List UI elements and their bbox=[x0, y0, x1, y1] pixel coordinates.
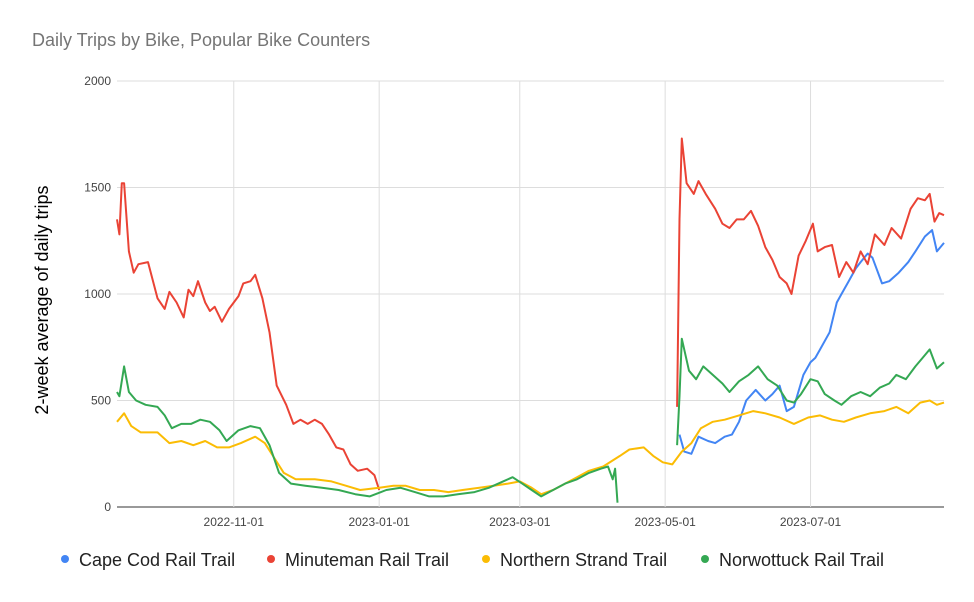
legend-label: Norwottuck Rail Trail bbox=[719, 550, 884, 570]
chart-title: Daily Trips by Bike, Popular Bike Counte… bbox=[32, 30, 371, 50]
series-layer bbox=[116, 137, 945, 503]
y-tick-label: 1000 bbox=[84, 287, 111, 301]
legend-item: Northern Strand Trail bbox=[482, 550, 667, 570]
legend-swatch bbox=[267, 555, 275, 563]
series-line-norwottuck-rail-trail bbox=[676, 337, 945, 446]
x-tick-label: 2023-05-01 bbox=[634, 515, 696, 529]
series-line-minuteman-rail-trail bbox=[676, 137, 945, 407]
x-tick-label: 2023-07-01 bbox=[780, 515, 842, 529]
legend-swatch bbox=[482, 555, 490, 563]
legend-label: Cape Cod Rail Trail bbox=[79, 550, 235, 570]
y-tick-label: 2000 bbox=[84, 74, 111, 88]
legend-swatch bbox=[701, 555, 709, 563]
legend-item: Cape Cod Rail Trail bbox=[61, 550, 235, 570]
axis-layer: 0 500 1000 1500 2000 2022-11-01 2023-01-01 2023… bbox=[84, 74, 841, 529]
legend: Cape Cod Rail Trail Minuteman Rail Trail N… bbox=[61, 550, 884, 570]
series-line-cape-cod-rail-trail bbox=[678, 229, 945, 455]
legend-item: Norwottuck Rail Trail bbox=[701, 550, 884, 570]
y-axis-label: 2-week average of daily trips bbox=[32, 185, 52, 414]
legend-label: Northern Strand Trail bbox=[500, 550, 667, 570]
x-tick-label: 2023-01-01 bbox=[348, 515, 410, 529]
legend-swatch bbox=[61, 555, 69, 563]
y-tick-label: 0 bbox=[104, 500, 111, 514]
x-tick-label: 2022-11-01 bbox=[204, 515, 265, 529]
y-tick-label: 500 bbox=[91, 394, 111, 408]
legend-item: Minuteman Rail Trail bbox=[267, 550, 449, 570]
series-line-minuteman-rail-trail bbox=[116, 182, 381, 491]
y-tick-label: 1500 bbox=[84, 181, 111, 195]
x-tick-label: 2023-03-01 bbox=[489, 515, 551, 529]
grid-layer bbox=[117, 80, 944, 508]
series-line-norwottuck-rail-trail bbox=[116, 365, 619, 503]
series-line-northern-strand-trail bbox=[116, 399, 945, 496]
legend-label: Minuteman Rail Trail bbox=[285, 550, 449, 570]
